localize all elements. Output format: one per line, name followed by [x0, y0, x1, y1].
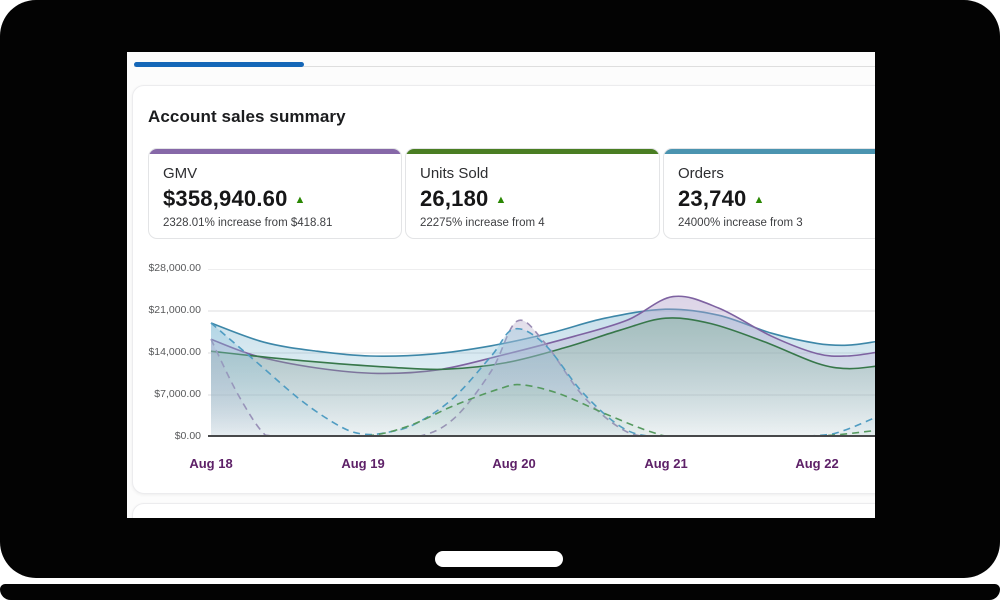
x-axis-tick: Aug 18 — [189, 456, 233, 471]
y-axis-tick: $21,000.00 — [148, 304, 201, 316]
trend-up-icon: ▲ — [753, 194, 765, 206]
metric-label: Units Sold — [420, 165, 489, 182]
card-title: Account sales summary — [148, 107, 346, 126]
metric-change: 2328.01% increase from $418.81 — [163, 217, 333, 229]
active-tab-indicator[interactable] — [134, 62, 304, 67]
metric-card-gmv[interactable]: GMV $358,940.60 ▲ 2328.01% increase from … — [148, 148, 402, 239]
y-axis-tick: $14,000.00 — [148, 346, 201, 358]
trend-up-icon: ▲ — [495, 194, 507, 206]
metric-change: 22275% increase from 4 — [420, 217, 545, 229]
units-sold-accent-bar — [406, 149, 659, 154]
trend-up-icon: ▲ — [294, 194, 306, 206]
x-axis-tick: Aug 21 — [644, 456, 688, 471]
metric-value: 23,740 — [678, 186, 747, 211]
metric-value: 26,180 — [420, 186, 489, 211]
app-window: Account sales summary GMV $358,940.60 ▲ 2… — [127, 52, 875, 518]
device-base — [0, 584, 1000, 600]
account-sales-summary-card: Account sales summary GMV $358,940.60 ▲ 2… — [132, 85, 875, 494]
metric-label: Orders — [678, 165, 724, 182]
area-chart-plot[interactable] — [208, 269, 875, 437]
metric-value: $358,940.60 — [163, 186, 288, 211]
tab-underline — [134, 66, 875, 67]
orders-accent-bar — [664, 149, 875, 154]
x-axis-tick: Aug 20 — [492, 456, 536, 471]
y-axis-tick: $7,000.00 — [154, 388, 201, 400]
home-indicator — [435, 551, 563, 567]
y-axis-tick: $28,000.00 — [148, 262, 201, 274]
gmv-accent-bar — [149, 149, 401, 154]
metric-label: GMV — [163, 165, 198, 182]
x-axis-tick: Aug 19 — [341, 456, 385, 471]
metric-change: 24000% increase from 3 — [678, 217, 803, 229]
metric-card-orders[interactable]: Orders 23,740 ▲ 24000% increase from 3 — [663, 148, 875, 239]
y-axis-tick: $0.00 — [174, 430, 201, 442]
metric-card-units-sold[interactable]: Units Sold 26,180 ▲ 22275% increase from … — [405, 148, 660, 239]
x-axis-tick: Aug 22 — [795, 456, 839, 471]
next-section-card — [132, 503, 875, 518]
